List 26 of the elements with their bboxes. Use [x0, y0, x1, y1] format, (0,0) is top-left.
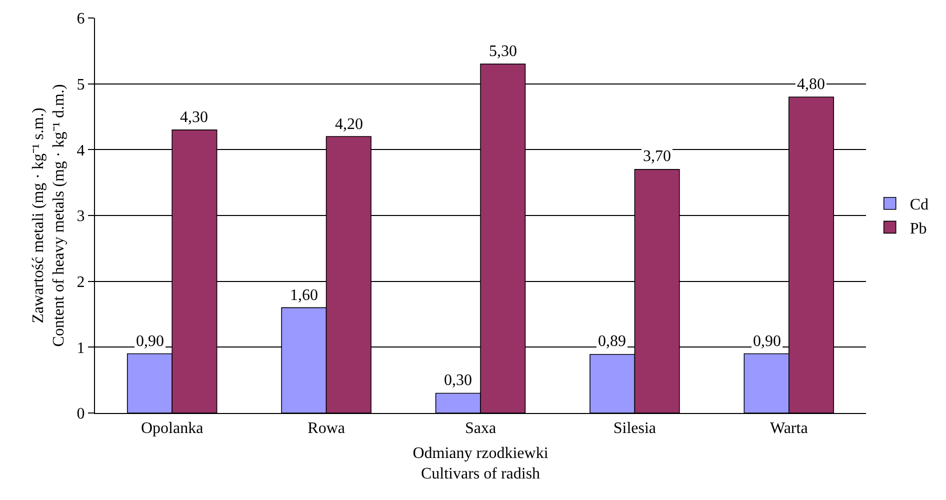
- data-label: 5,30: [489, 43, 517, 60]
- y-tick-label: 0: [76, 406, 85, 423]
- x-tick-label: Warta: [770, 420, 808, 438]
- legend-label: Cd: [910, 196, 929, 214]
- data-label: 4,30: [180, 109, 208, 126]
- x-tick-label: Saxa: [464, 420, 496, 438]
- y-tick-label: 1: [76, 340, 85, 357]
- x-axis-title: Odmiany rzodkiewki Cultivars of radish: [412, 444, 549, 483]
- legend-label: Pb: [910, 220, 927, 238]
- x-tick-label: Rowa: [308, 420, 345, 438]
- data-label: 4,20: [335, 116, 363, 133]
- data-label: 0,90: [753, 333, 781, 350]
- y-axis-title: Zawartość metali (mg · kg⁻¹ s.m.) Content of heavy metals (mg · kg⁻¹ d.m.): [30, 84, 68, 347]
- data-label: 0,30: [444, 372, 472, 389]
- data-label: 1,60: [290, 287, 318, 304]
- data-label: 0,90: [136, 333, 164, 350]
- y-tick-label: 2: [76, 274, 85, 291]
- data-label: 0,89: [598, 333, 626, 350]
- y-tick-label: 3: [76, 208, 85, 226]
- data-label: 3,70: [643, 148, 671, 165]
- y-tick-label: 6: [76, 10, 85, 28]
- data-label: 4,80: [797, 76, 825, 93]
- x-tick-label: Opolanka: [141, 420, 204, 438]
- x-tick-label: Silesia: [613, 420, 656, 438]
- y-tick-label: 4: [76, 142, 85, 160]
- y-tick-label: 5: [76, 76, 85, 94]
